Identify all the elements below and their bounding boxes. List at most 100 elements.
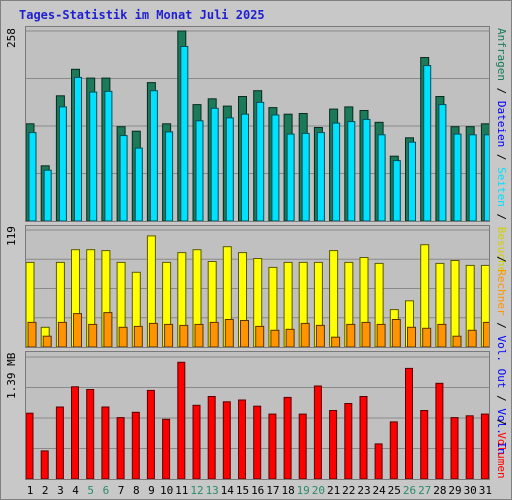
volumen-bar bbox=[146, 389, 155, 480]
rechner-bar bbox=[57, 321, 67, 348]
volumen-bar bbox=[101, 406, 110, 480]
legend-entry: / bbox=[495, 80, 508, 101]
volumen-bar bbox=[222, 401, 231, 480]
x-tick-label: 6 bbox=[102, 484, 110, 497]
rechner-bar bbox=[240, 320, 249, 348]
x-tick-label: 30 bbox=[463, 484, 477, 497]
x-tick-label: 4 bbox=[72, 484, 79, 497]
dateien-bar bbox=[165, 131, 174, 222]
dateien-bar bbox=[483, 134, 492, 222]
rechner-bar bbox=[285, 328, 295, 348]
x-tick-label: 24 bbox=[372, 484, 386, 497]
dateien-bar bbox=[453, 133, 462, 222]
x-tick-label: 8 bbox=[132, 484, 140, 497]
legend-entry: Vol. Out bbox=[495, 335, 508, 389]
rechner-bar bbox=[452, 335, 462, 348]
hits-panel bbox=[25, 26, 492, 222]
besuche-bar bbox=[450, 260, 460, 348]
legend-entry: Anfragen bbox=[495, 28, 508, 81]
volumen-bar bbox=[25, 412, 34, 480]
x-tick-label: 21 bbox=[326, 484, 341, 497]
rechner-bar bbox=[179, 324, 189, 348]
volumen-bar bbox=[131, 411, 140, 480]
dateien-bar bbox=[58, 106, 67, 222]
x-tick-label: 12 bbox=[190, 484, 204, 497]
x-tick-label: 3 bbox=[57, 484, 64, 497]
volumen-bar bbox=[268, 413, 277, 480]
x-tick-label: 28 bbox=[433, 484, 447, 497]
x-tick-label: 1 bbox=[26, 484, 34, 497]
dateien-bar bbox=[180, 46, 189, 222]
dateien-bar bbox=[74, 76, 82, 222]
rechner-bar bbox=[407, 326, 416, 348]
rechner-bar bbox=[422, 327, 432, 348]
dateien-bar bbox=[392, 160, 401, 222]
rechner-bar bbox=[437, 323, 447, 348]
volume-chart bbox=[25, 356, 489, 480]
dateien-bar bbox=[241, 113, 249, 222]
dateien-bar bbox=[438, 104, 447, 222]
legend-entry: / bbox=[495, 419, 508, 433]
rechner-bar bbox=[194, 323, 204, 348]
rechner-bar bbox=[467, 329, 477, 348]
x-tick-label: 5 bbox=[87, 484, 94, 497]
rechner-bar bbox=[88, 323, 98, 348]
rechner-bar bbox=[315, 324, 325, 348]
rechner-bar bbox=[148, 322, 158, 348]
volumen-bar bbox=[405, 367, 413, 480]
x-tick-label: 18 bbox=[281, 484, 295, 497]
x-tick-label: 26 bbox=[402, 484, 417, 497]
dateien-bar bbox=[149, 90, 158, 222]
y-scale-top: 258 bbox=[5, 28, 18, 48]
hits-chart bbox=[25, 30, 492, 222]
volumen-bar bbox=[116, 417, 125, 480]
volumen-bar bbox=[162, 418, 171, 480]
x-tick-label: 14 bbox=[220, 484, 234, 497]
legend-entry: Volumen bbox=[495, 432, 508, 479]
rechner-bar bbox=[42, 335, 52, 348]
volumen-bar bbox=[40, 450, 49, 480]
x-tick-label: 9 bbox=[148, 484, 155, 497]
x-tick-label: 7 bbox=[117, 484, 125, 497]
dateien-bar bbox=[468, 134, 477, 222]
x-tick-label: 31 bbox=[478, 484, 493, 497]
x-tick-label: 29 bbox=[448, 484, 462, 497]
dateien-bar bbox=[119, 135, 128, 222]
x-tick-label: 17 bbox=[266, 484, 280, 497]
dateien-bar bbox=[377, 134, 386, 222]
rechner-bar bbox=[482, 321, 492, 348]
besuche-bar bbox=[329, 250, 339, 348]
volumen-bar bbox=[55, 406, 64, 480]
legend-entry: / bbox=[495, 388, 508, 409]
rechner-bar bbox=[27, 321, 37, 348]
x-tick-label: 16 bbox=[251, 484, 265, 497]
legend-entry: Seiten bbox=[495, 167, 508, 207]
volumen-bar bbox=[450, 417, 459, 480]
x-tick-label: 20 bbox=[311, 484, 326, 497]
volumen-bar bbox=[283, 396, 292, 480]
dateien-bar bbox=[104, 90, 113, 222]
volumen-bar bbox=[71, 386, 79, 480]
x-tick-label: 15 bbox=[235, 484, 250, 497]
volumen-bar bbox=[238, 399, 246, 480]
dateien-bar bbox=[301, 132, 310, 222]
legend-entry: / bbox=[495, 315, 508, 336]
dateien-bar bbox=[195, 120, 204, 222]
x-tick-label: 22 bbox=[342, 484, 356, 497]
right-legend-bottom: / Volumen bbox=[495, 419, 508, 479]
rechner-bar bbox=[300, 322, 310, 348]
volumen-bar bbox=[298, 413, 307, 480]
visits-panel bbox=[25, 225, 492, 348]
right-legend-top: Anfragen / Dateien / Seiten / Besuche bbox=[495, 28, 508, 273]
volumen-bar bbox=[465, 415, 474, 480]
volumen-bar bbox=[435, 382, 444, 480]
x-tick-label: 23 bbox=[357, 484, 371, 497]
x-tick-label: 19 bbox=[296, 484, 310, 497]
volumen-bar bbox=[389, 421, 398, 480]
dateien-bar bbox=[256, 101, 265, 222]
rechner-bar bbox=[209, 321, 219, 348]
dateien-bar bbox=[89, 91, 98, 222]
dateien-bar bbox=[347, 121, 356, 222]
y-scale-bottom: 1.39 MB bbox=[5, 352, 18, 399]
dateien-bar bbox=[28, 132, 37, 222]
